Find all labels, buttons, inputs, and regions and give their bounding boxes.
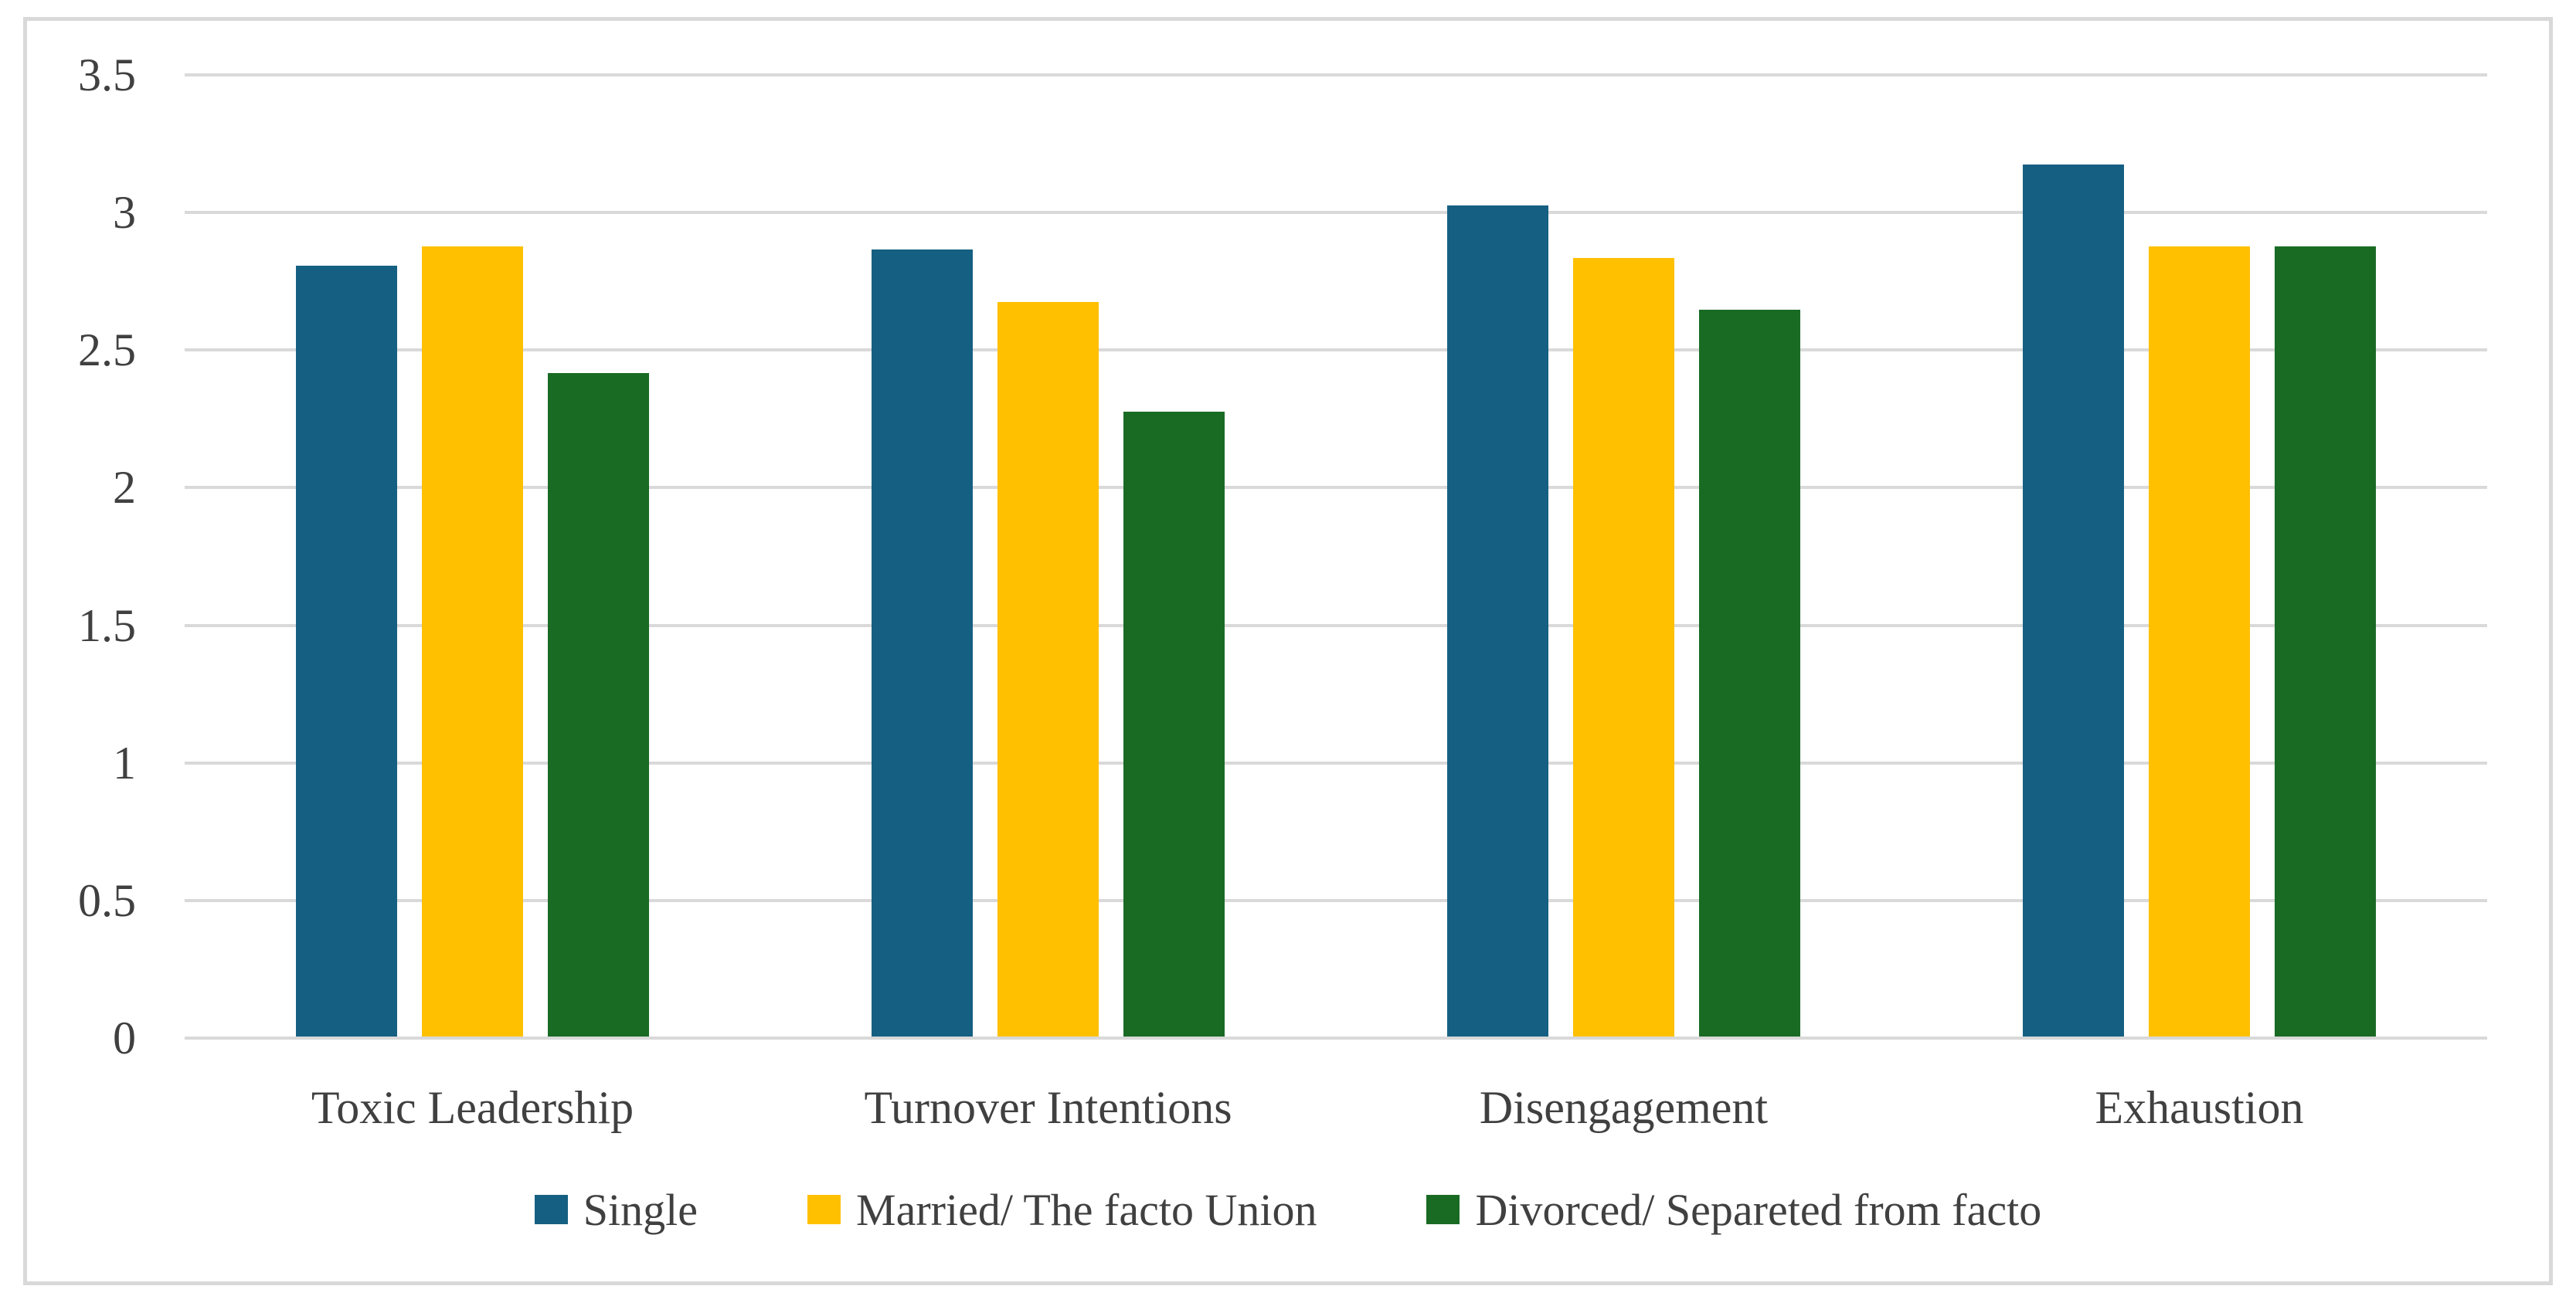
bar-single-disengagement xyxy=(1447,205,1548,1037)
bar-married-the-facto-union-toxic-leadership xyxy=(422,246,523,1037)
y-tick-label-2: 2 xyxy=(113,462,136,514)
y-tick-label-0: 0 xyxy=(113,1013,136,1064)
gridline-2 xyxy=(185,486,2487,490)
legend-item-married-the-facto-union: Married/ The facto Union xyxy=(807,1184,1317,1236)
category-label-disengagement: Disengagement xyxy=(1479,1082,1769,1133)
legend-item-single: Single xyxy=(534,1184,698,1236)
legend: Single Married/ The facto Union Divorced/ … xyxy=(0,1180,2576,1239)
gridline-2-5 xyxy=(185,348,2487,352)
bar-married-the-facto-union-disengagement xyxy=(1573,258,1674,1037)
bar-single-exhaustion xyxy=(2023,165,2124,1037)
y-tick-label-3: 3 xyxy=(113,187,136,239)
bar-married-the-facto-union-turnover-intentions xyxy=(997,302,1099,1037)
legend-marker-icon-divorced-separeted-from-facto xyxy=(1426,1195,1460,1224)
y-tick-label-3-5: 3.5 xyxy=(78,49,136,100)
bar-single-turnover-intentions xyxy=(872,249,973,1037)
gridline-1-5 xyxy=(185,623,2487,627)
gridline-0 xyxy=(185,1037,2487,1040)
bar-single-toxic-leadership xyxy=(296,266,397,1037)
y-tick-label-2-5: 2.5 xyxy=(78,324,136,376)
bar-divorced-separeted-from-facto-toxic-leadership xyxy=(548,373,649,1037)
y-tick-label-1: 1 xyxy=(113,737,136,789)
y-tick-label-1-5: 1.5 xyxy=(78,599,136,651)
legend-marker-icon-married-the-facto-union xyxy=(807,1195,841,1224)
gridline-3-5 xyxy=(185,73,2487,76)
legend-label-married-the-facto-union: Married/ The facto Union xyxy=(856,1184,1317,1235)
bar-divorced-separeted-from-facto-exhaustion xyxy=(2275,246,2376,1037)
gridline-0-5 xyxy=(185,898,2487,902)
category-label-exhaustion: Exhaustion xyxy=(2095,1082,2304,1133)
legend-item-divorced-separeted-from-facto: Divorced/ Separeted from facto xyxy=(1426,1184,2041,1236)
bar-divorced-separeted-from-facto-disengagement xyxy=(1699,310,1800,1037)
legend-label-divorced-separeted-from-facto: Divorced/ Separeted from facto xyxy=(1475,1184,2042,1235)
bar-married-the-facto-union-exhaustion xyxy=(2149,246,2250,1037)
gridline-1 xyxy=(185,761,2487,765)
y-tick-label-0-5: 0.5 xyxy=(78,874,136,926)
category-label-turnover-intentions: Turnover Intentions xyxy=(864,1082,1232,1133)
gridline-3 xyxy=(185,211,2487,215)
category-label-toxic-leadership: Toxic Leadership xyxy=(311,1082,634,1133)
legend-label-single: Single xyxy=(583,1184,698,1235)
bar-divorced-separeted-from-facto-turnover-intentions xyxy=(1123,412,1225,1037)
legend-marker-icon-single xyxy=(534,1195,568,1224)
